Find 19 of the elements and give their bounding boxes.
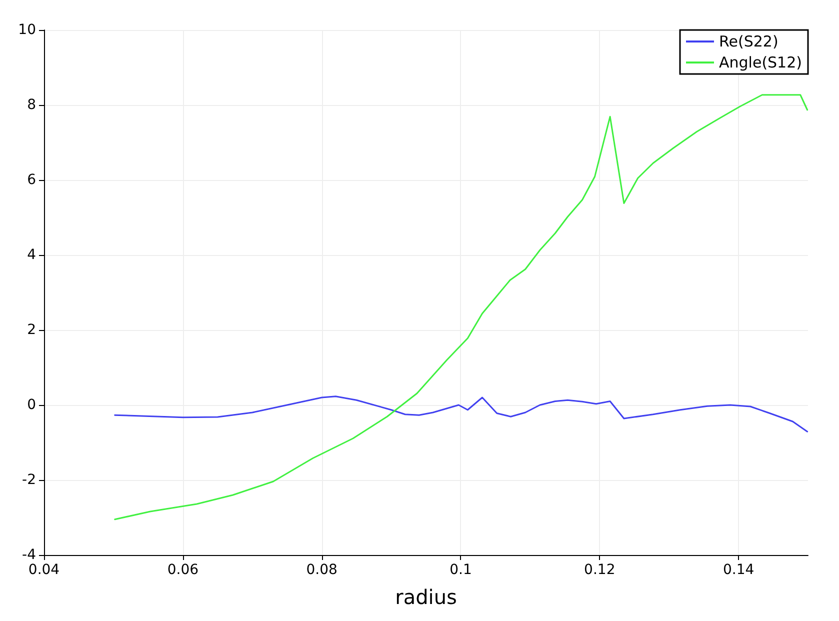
x-tick-label: 0.12: [584, 562, 616, 578]
y-tick-label: 8: [27, 97, 36, 113]
y-tick-label: 4: [27, 247, 36, 263]
legend-label: Angle(S12): [719, 54, 802, 72]
y-tick-label: 0: [27, 397, 36, 413]
y-tick-label: -2: [22, 472, 36, 488]
y-tick-label: 6: [27, 172, 36, 188]
x-tick-label: 0.04: [28, 562, 60, 578]
x-axis-title: radius: [395, 585, 457, 609]
x-tick-label: 0.06: [167, 562, 199, 578]
y-tick-label: 2: [27, 322, 36, 338]
y-tick-label: -4: [22, 547, 36, 563]
x-tick-label: 0.14: [722, 562, 754, 578]
x-tick-label: 0.08: [306, 562, 338, 578]
legend-label: Re(S22): [719, 32, 778, 50]
line-series: [114, 94, 808, 520]
line-series: [114, 396, 808, 432]
y-tick-label: 10: [18, 22, 36, 38]
x-tick-label: 0.1: [450, 562, 472, 578]
